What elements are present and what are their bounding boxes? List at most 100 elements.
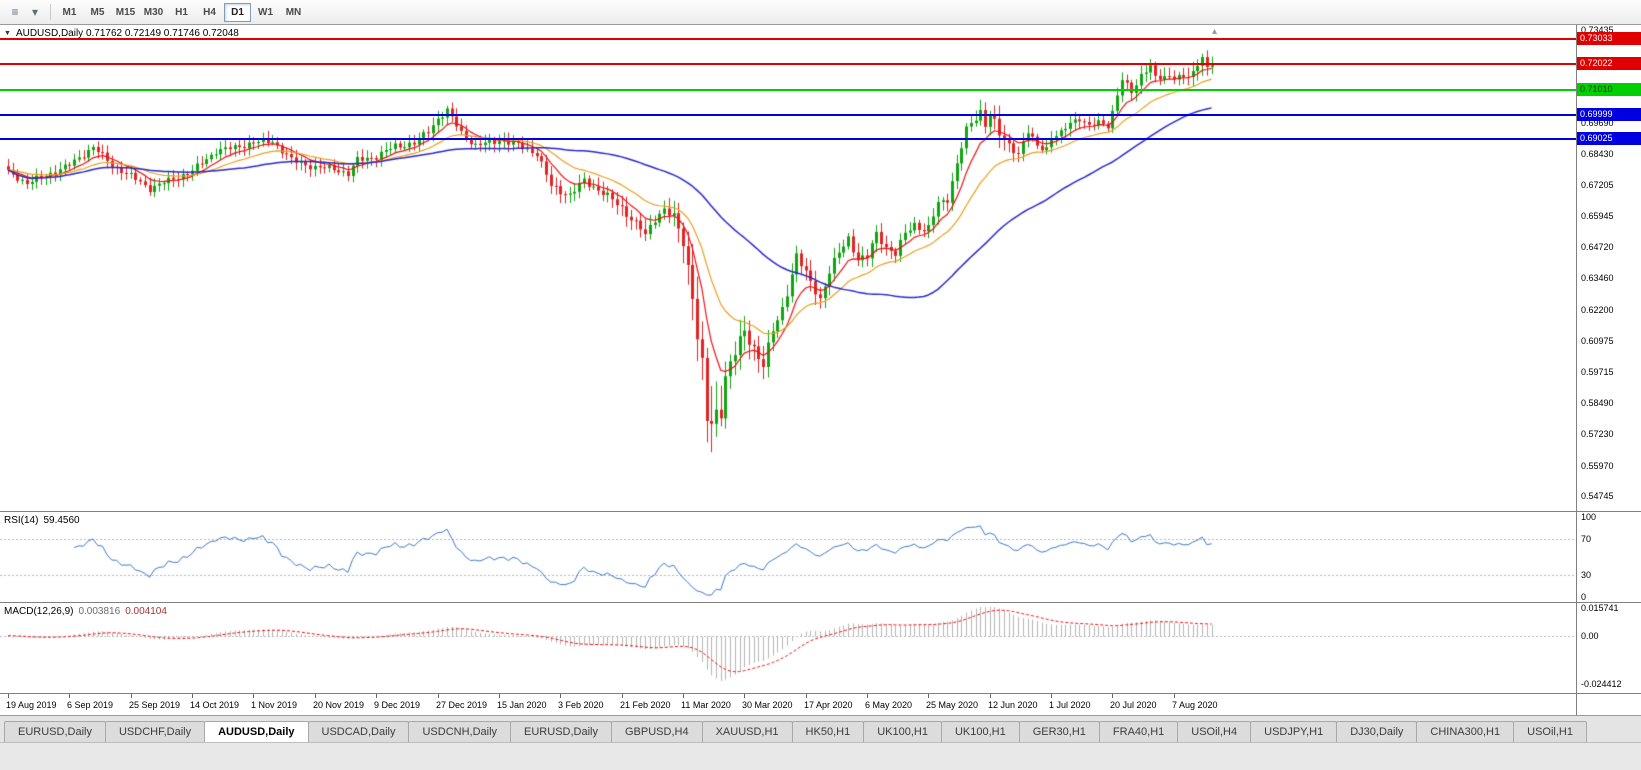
chart-tab-china300-h1[interactable]: CHINA300,H1 xyxy=(1416,721,1515,742)
date-axis-label: 25 Sep 2019 xyxy=(129,700,181,710)
macd-axis-tick: 0.015741 xyxy=(1581,603,1619,613)
date-axis-label: 14 Oct 2019 xyxy=(190,700,240,710)
price-line-label: 0.72022 xyxy=(1577,57,1641,70)
date-axis-label: 21 Feb 2020 xyxy=(620,700,671,710)
date-axis-label: 9 Dec 2019 xyxy=(374,700,421,710)
chart-ohlc-text: AUDUSD,Daily 0.71762 0.72149 0.71746 0.7… xyxy=(15,28,239,39)
symbol-dropdown-icon[interactable]: ▼ xyxy=(4,30,11,37)
date-axis-tickmark xyxy=(69,694,70,698)
timeframe-button-D1[interactable]: D1 xyxy=(224,2,251,22)
main-chart-canvas[interactable] xyxy=(0,25,1576,511)
chart-tab-eurusd-daily[interactable]: EURUSD,Daily xyxy=(510,721,612,742)
horizontal-line[interactable] xyxy=(0,114,1576,116)
date-axis-tickmark xyxy=(376,694,377,698)
date-axis-label: 1 Nov 2019 xyxy=(251,700,298,710)
macd-pane: MACD(12,26,9) 0.003816 0.004104 0.015741… xyxy=(0,603,1641,694)
macd-axis-tick: 0.00 xyxy=(1581,631,1599,641)
chart-tab-dj30-daily[interactable]: DJ30,Daily xyxy=(1336,721,1418,742)
date-axis-label: 7 Aug 2020 xyxy=(1172,700,1218,710)
chart-ohlc-header: ▼ AUDUSD,Daily 0.71762 0.72149 0.71746 0… xyxy=(4,28,239,39)
price-line-label: 0.69025 xyxy=(1577,132,1641,145)
rsi-canvas[interactable] xyxy=(0,512,1576,602)
dropdown-icon[interactable]: ▾ xyxy=(31,5,39,19)
date-axis-tickmark xyxy=(1112,694,1113,698)
chart-tab-usdjpy-h1[interactable]: USDJPY,H1 xyxy=(1250,721,1338,742)
date-axis-label: 1 Jul 2020 xyxy=(1049,700,1091,710)
price-axis-tick: 0.64720 xyxy=(1581,242,1614,252)
chart-tab-uk100-h1[interactable]: UK100,H1 xyxy=(940,721,1020,742)
rsi-axis-tick: 0 xyxy=(1581,592,1587,602)
date-axis-tickmark xyxy=(438,694,439,698)
date-axis-tickmark xyxy=(683,694,684,698)
chart-tab-eurusd-daily[interactable]: EURUSD,Daily xyxy=(4,721,106,742)
timeframe-button-M15[interactable]: M15 xyxy=(115,6,136,18)
price-axis-tick: 0.73435 xyxy=(1581,25,1614,35)
price-axis-tick: 0.62200 xyxy=(1581,305,1614,315)
time-axis[interactable]: 19 Aug 2019 6 Sep 2019 25 Sep 2019 14 Oct 2… xyxy=(0,694,1641,716)
timeframe-button-MN[interactable]: MN xyxy=(285,6,302,18)
date-axis-tickmark xyxy=(622,694,623,698)
macd-canvas[interactable] xyxy=(0,603,1576,693)
date-axis-tickmark xyxy=(1051,694,1052,698)
chart-tab-ger30-h1[interactable]: GER30,H1 xyxy=(1018,721,1100,742)
date-axis-label: 20 Nov 2019 xyxy=(313,700,365,710)
toolbar-separator xyxy=(50,4,51,20)
horizontal-line[interactable] xyxy=(0,38,1576,40)
date-axis-label: 30 Mar 2020 xyxy=(742,700,793,710)
macd-header: MACD(12,26,9) 0.003816 0.004104 xyxy=(4,606,167,617)
macd-axis: 0.015741 0.00 -0.024412 xyxy=(1576,603,1641,693)
chart-tab-usdcnh-daily[interactable]: USDCNH,Daily xyxy=(408,721,512,742)
price-axis-tick: 0.68430 xyxy=(1581,149,1614,159)
date-axis-tickmark xyxy=(315,694,316,698)
date-axis-tickmark xyxy=(192,694,193,698)
date-axis-tickmark xyxy=(1174,694,1175,698)
price-axis-tick: 0.57230 xyxy=(1581,429,1614,439)
chart-tab-gbpusd-h4[interactable]: GBPUSD,H4 xyxy=(611,721,703,742)
date-axis-tickmark xyxy=(928,694,929,698)
price-axis[interactable]: 0.73435 0.69690 0.68430 0.67205 0.65945 0.647… xyxy=(1576,25,1641,511)
chart-tab-hk50-h1[interactable]: HK50,H1 xyxy=(791,721,865,742)
menu-icon[interactable]: ≡ xyxy=(11,5,19,19)
date-axis-label: 27 Dec 2019 xyxy=(436,700,488,710)
timeframe-button-M1[interactable]: M1 xyxy=(62,6,77,18)
timeframe-button-M5[interactable]: M5 xyxy=(90,6,105,18)
date-axis-label: 6 Sep 2019 xyxy=(67,700,114,710)
price-chart-pane: ▼ AUDUSD,Daily 0.71762 0.72149 0.71746 0… xyxy=(0,25,1641,512)
price-axis-tick: 0.63460 xyxy=(1581,273,1614,283)
timeframe-button-H1[interactable]: H1 xyxy=(175,6,188,18)
price-line-label: 0.69999 xyxy=(1577,108,1641,121)
chart-tab-audusd-daily[interactable]: AUDUSD,Daily xyxy=(204,721,309,742)
date-axis-label: 25 May 2020 xyxy=(926,700,979,710)
chart-tab-usoil-h1[interactable]: USOil,H1 xyxy=(1513,721,1587,742)
horizontal-line[interactable] xyxy=(0,63,1576,65)
rsi-label: RSI(14) xyxy=(4,515,39,526)
chart-tab-xauusd-h1[interactable]: XAUUSD,H1 xyxy=(701,721,793,742)
price-axis-tick: 0.65945 xyxy=(1581,211,1614,221)
rsi-pane: RSI(14) 59.4560 100 70 30 0 xyxy=(0,512,1641,603)
chart-tab-fra40-h1[interactable]: FRA40,H1 xyxy=(1098,721,1179,742)
timeframe-button-M30[interactable]: M30 xyxy=(143,6,164,18)
top-toolbar: ≡ ▾ M1 M5 M15 M30 H1 H4 D1 W1 MN xyxy=(0,0,1641,25)
chart-tab-usdchf-daily[interactable]: USDCHF,Daily xyxy=(104,721,206,742)
date-axis-tickmark xyxy=(990,694,991,698)
timeframe-button-H4[interactable]: H4 xyxy=(203,6,216,18)
price-axis-tick: 0.59715 xyxy=(1581,367,1614,377)
price-axis-tick: 0.54745 xyxy=(1581,491,1614,501)
date-axis-label: 20 Jul 2020 xyxy=(1110,700,1157,710)
price-axis-tick: 0.55970 xyxy=(1581,461,1614,471)
chart-tab-uk100-h1[interactable]: UK100,H1 xyxy=(863,721,942,742)
horizontal-line[interactable] xyxy=(0,138,1576,140)
date-axis-tickmark xyxy=(867,694,868,698)
date-axis-label: 15 Jan 2020 xyxy=(497,700,547,710)
date-axis-label: 19 Aug 2019 xyxy=(6,700,57,710)
macd-main-value: 0.003816 xyxy=(78,606,121,617)
rsi-axis-tick: 70 xyxy=(1581,534,1592,544)
chart-tab-usoil-h4[interactable]: USOil,H4 xyxy=(1177,721,1252,742)
horizontal-line[interactable] xyxy=(0,89,1576,91)
price-axis-tick: 0.60975 xyxy=(1581,336,1614,346)
date-axis-tickmark xyxy=(253,694,254,698)
chart-tab-usdcad-daily[interactable]: USDCAD,Daily xyxy=(307,721,410,742)
rsi-axis-tick: 30 xyxy=(1581,570,1592,580)
price-axis-tick: 0.58490 xyxy=(1581,398,1614,408)
timeframe-button-W1[interactable]: W1 xyxy=(258,6,273,18)
